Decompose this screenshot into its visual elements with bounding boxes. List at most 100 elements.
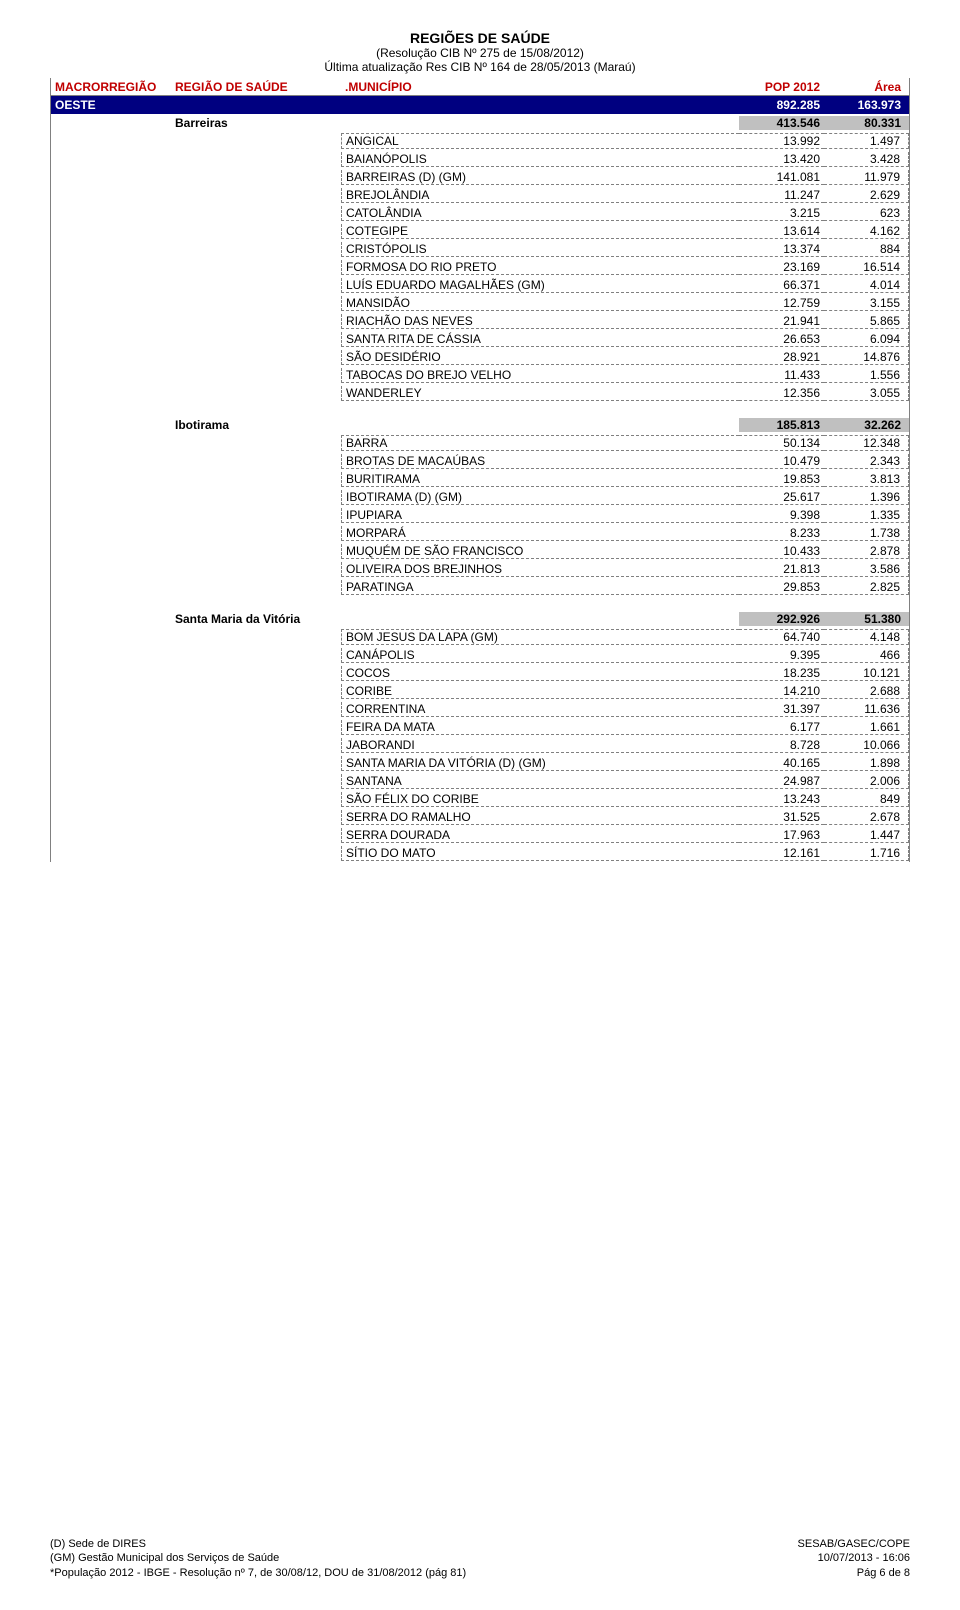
municipio-pop: 12.356 [739,386,824,401]
municipio-row: ANGICAL13.9921.497 [51,132,909,150]
municipio-area: 623 [824,206,909,221]
municipio-pop: 6.177 [739,720,824,735]
municipio-area: 849 [824,792,909,807]
municipio-name: JABORANDI [341,738,739,753]
municipio-row: BARREIRAS (D) (GM)141.08111.979 [51,168,909,186]
municipio-pop: 13.374 [739,242,824,257]
municipio-pop: 13.243 [739,792,824,807]
municipio-name: CORRENTINA [341,702,739,717]
municipio-area: 466 [824,648,909,663]
municipio-pop: 31.397 [739,702,824,717]
municipio-pop: 8.728 [739,738,824,753]
municipio-name: SERRA DOURADA [341,828,739,843]
municipio-area: 2.678 [824,810,909,825]
municipio-row: MANSIDÃO12.7593.155 [51,294,909,312]
municipio-area: 4.014 [824,278,909,293]
region-pop: 413.546 [739,116,824,130]
municipio-row: MORPARÁ8.2331.738 [51,524,909,542]
municipio-area: 1.335 [824,508,909,523]
municipio-area: 2.878 [824,544,909,559]
footer-page: Pág 6 de 8 [798,1566,910,1580]
municipio-name: COCOS [341,666,739,681]
municipio-pop: 64.740 [739,629,824,645]
municipio-pop: 10.433 [739,544,824,559]
municipio-row: CORIBE14.2102.688 [51,682,909,700]
municipio-row: FORMOSA DO RIO PRETO23.16916.514 [51,258,909,276]
municipio-name: TABOCAS DO BREJO VELHO [341,368,739,383]
municipio-group: BARRA50.13412.348BROTAS DE MACAÚBAS10.47… [51,434,909,596]
municipio-area: 12.348 [824,435,909,451]
municipio-row: IBOTIRAMA (D) (GM)25.6171.396 [51,488,909,506]
municipio-pop: 40.165 [739,756,824,771]
municipio-area: 3.428 [824,152,909,167]
municipio-area: 884 [824,242,909,257]
region-area: 32.262 [824,418,909,432]
municipio-area: 4.148 [824,629,909,645]
municipio-name: SANTA RITA DE CÁSSIA [341,332,739,347]
municipio-name: SERRA DO RAMALHO [341,810,739,825]
municipio-area: 2.343 [824,454,909,469]
region-area: 80.331 [824,116,909,130]
document-subtitle-1: (Resolução CIB Nº 275 de 15/08/2012) [50,46,910,60]
municipio-name: CATOLÂNDIA [341,206,739,221]
municipio-row: SANTA MARIA DA VITÓRIA (D) (GM)40.1651.8… [51,754,909,772]
municipio-row: SERRA DO RAMALHO31.5252.678 [51,808,909,826]
municipio-area: 1.497 [824,133,909,149]
municipio-name: BOM JESUS DA LAPA (GM) [341,629,739,645]
municipio-name: BARRA [341,435,739,451]
municipio-area: 2.825 [824,580,909,595]
region-row: Ibotirama185.81332.262 [51,416,909,434]
municipio-area: 11.979 [824,170,909,185]
footer-datetime: 10/07/2013 - 16:06 [798,1551,910,1565]
municipio-name: IBOTIRAMA (D) (GM) [341,490,739,505]
municipio-area: 3.055 [824,386,909,401]
region-pop: 292.926 [739,612,824,626]
municipio-name: RIACHÃO DAS NEVES [341,314,739,329]
municipio-pop: 12.161 [739,846,824,861]
municipio-name: FEIRA DA MATA [341,720,739,735]
municipio-name: OLIVEIRA DOS BREJINHOS [341,562,739,577]
municipio-pop: 11.433 [739,368,824,383]
municipio-row: BAIANÓPOLIS13.4203.428 [51,150,909,168]
municipio-name: SANTANA [341,774,739,789]
municipio-row: IPUPIARA9.3981.335 [51,506,909,524]
region-spacer [51,402,909,416]
municipio-area: 10.066 [824,738,909,753]
document-title: REGIÕES DE SAÚDE [50,30,910,46]
municipio-pop: 13.614 [739,224,824,239]
municipio-area: 1.898 [824,756,909,771]
macro-name: OESTE [51,98,171,112]
municipio-name: SÃO FÉLIX DO CORIBE [341,792,739,807]
municipio-name: CANÁPOLIS [341,648,739,663]
macro-area: 163.973 [824,98,909,112]
municipio-row: BURITIRAMA19.8533.813 [51,470,909,488]
municipio-name: PARATINGA [341,580,739,595]
municipio-area: 16.514 [824,260,909,275]
municipio-pop: 28.921 [739,350,824,365]
municipio-pop: 66.371 [739,278,824,293]
footer-legend-gm: (GM) Gestão Municipal dos Serviços de Sa… [50,1551,466,1565]
document-subtitle-2: Última atualização Res CIB Nº 164 de 28/… [50,60,910,74]
municipio-area: 14.876 [824,350,909,365]
municipio-pop: 14.210 [739,684,824,699]
municipio-row: JABORANDI8.72810.066 [51,736,909,754]
municipio-area: 6.094 [824,332,909,347]
municipio-name: BROTAS DE MACAÚBAS [341,454,739,469]
municipio-name: FORMOSA DO RIO PRETO [341,260,739,275]
footer-right: SESAB/GASEC/COPE 10/07/2013 - 16:06 Pág … [798,1537,910,1580]
municipio-name: WANDERLEY [341,386,739,401]
macroregion-row: OESTE 892.285 163.973 [51,96,909,114]
municipio-area: 2.629 [824,188,909,203]
municipio-area: 1.447 [824,828,909,843]
municipio-name: BURITIRAMA [341,472,739,487]
municipio-pop: 12.759 [739,296,824,311]
region-row: Barreiras413.54680.331 [51,114,909,132]
municipio-area: 11.636 [824,702,909,717]
municipio-area: 3.813 [824,472,909,487]
municipio-row: SÃO DESIDÉRIO28.92114.876 [51,348,909,366]
col-header-muni: .MUNICÍPIO [341,80,739,94]
municipio-pop: 23.169 [739,260,824,275]
municipio-name: SÍTIO DO MATO [341,846,739,861]
municipio-name: BAIANÓPOLIS [341,152,739,167]
municipio-pop: 19.853 [739,472,824,487]
